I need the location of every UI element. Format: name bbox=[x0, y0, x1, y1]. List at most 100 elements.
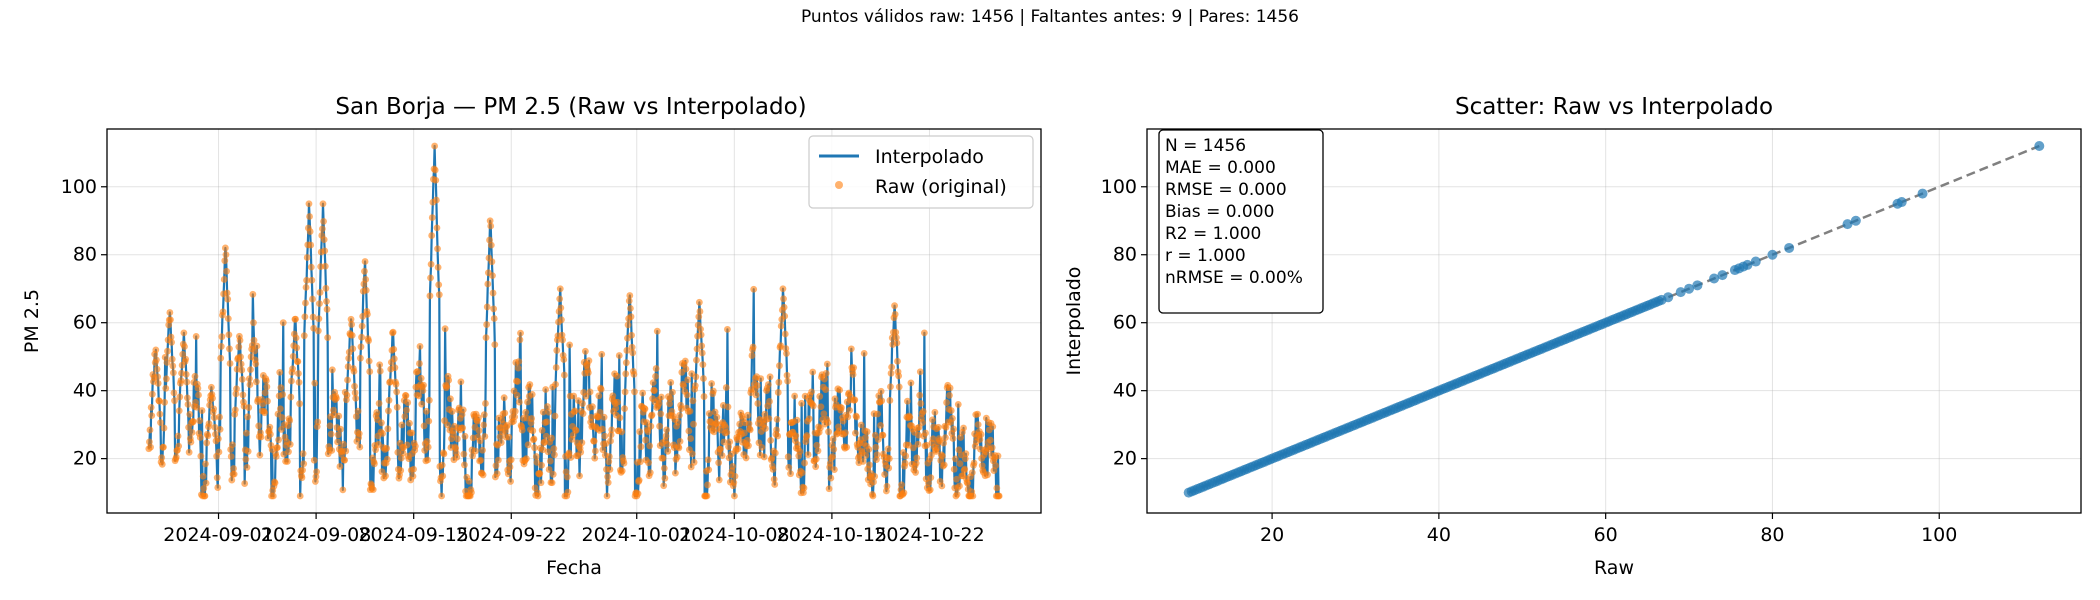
raw-point bbox=[717, 445, 724, 453]
raw-point bbox=[276, 368, 284, 376]
raw-point bbox=[262, 377, 270, 385]
raw-point bbox=[250, 336, 258, 344]
raw-point bbox=[645, 459, 652, 467]
raw-point bbox=[949, 435, 957, 442]
raw-point bbox=[414, 368, 422, 375]
raw-point bbox=[302, 284, 310, 291]
raw-point bbox=[953, 490, 961, 498]
raw-point bbox=[927, 451, 935, 459]
raw-point bbox=[337, 425, 344, 433]
raw-point bbox=[883, 482, 891, 490]
raw-point bbox=[758, 443, 766, 451]
raw-point bbox=[909, 444, 917, 452]
raw-point bbox=[193, 403, 201, 411]
raw-point bbox=[269, 492, 277, 500]
raw-point bbox=[916, 391, 924, 399]
raw-point bbox=[511, 407, 519, 415]
raw-point bbox=[162, 384, 170, 392]
raw-point bbox=[925, 479, 932, 487]
legend-label-interpolado: Interpolado bbox=[875, 146, 984, 168]
raw-point bbox=[383, 455, 391, 463]
raw-point bbox=[409, 472, 417, 480]
raw-point bbox=[744, 411, 752, 419]
raw-point bbox=[877, 422, 884, 429]
raw-point bbox=[432, 176, 440, 184]
raw-point bbox=[484, 280, 492, 288]
raw-point bbox=[612, 404, 620, 412]
raw-point bbox=[895, 372, 903, 380]
raw-point bbox=[213, 474, 221, 482]
raw-point bbox=[378, 419, 385, 427]
raw-point bbox=[604, 479, 612, 487]
scatter-y-ticks: 20 40 60 80 100 bbox=[1101, 176, 1147, 470]
raw-point bbox=[449, 431, 457, 438]
raw-point bbox=[648, 411, 656, 419]
raw-point bbox=[695, 298, 703, 306]
raw-point bbox=[853, 413, 860, 421]
raw-point bbox=[571, 407, 579, 415]
scatter-grid bbox=[1147, 129, 2081, 513]
raw-point bbox=[641, 405, 649, 413]
raw-point bbox=[912, 459, 920, 467]
raw-point bbox=[189, 418, 197, 426]
raw-point bbox=[660, 482, 668, 490]
raw-point bbox=[777, 342, 784, 349]
raw-point bbox=[479, 446, 486, 454]
raw-point bbox=[615, 352, 623, 359]
raw-point bbox=[146, 426, 154, 434]
raw-point bbox=[230, 470, 238, 478]
raw-point bbox=[551, 451, 558, 459]
raw-point bbox=[891, 302, 898, 310]
stats-box-frame bbox=[1158, 129, 1324, 314]
raw-point bbox=[585, 357, 593, 365]
raw-point bbox=[874, 410, 882, 418]
raw-point bbox=[597, 385, 605, 393]
raw-point bbox=[564, 488, 572, 496]
scatter-xlabel: Raw bbox=[1594, 557, 1634, 579]
raw-point bbox=[861, 434, 869, 442]
scatter-title: Scatter: Raw vs Interpolado bbox=[1455, 94, 1773, 120]
raw-point bbox=[724, 403, 732, 411]
raw-point bbox=[956, 460, 964, 468]
raw-point bbox=[242, 455, 250, 463]
legend-dot-swatch bbox=[835, 181, 843, 189]
raw-point bbox=[667, 379, 675, 386]
raw-point bbox=[245, 404, 253, 411]
raw-point bbox=[887, 369, 895, 377]
raw-point bbox=[399, 449, 407, 457]
raw-point bbox=[700, 375, 707, 382]
raw-point bbox=[748, 352, 756, 359]
raw-point bbox=[950, 425, 957, 433]
raw-point bbox=[186, 410, 194, 418]
raw-point bbox=[824, 419, 832, 426]
raw-point bbox=[192, 333, 200, 340]
raw-point bbox=[379, 430, 386, 437]
raw-point bbox=[752, 391, 760, 399]
raw-point bbox=[487, 241, 495, 249]
raw-point bbox=[531, 444, 538, 452]
raw-point bbox=[355, 430, 363, 438]
raw-point bbox=[257, 433, 265, 441]
raw-point bbox=[200, 485, 208, 492]
stat-r2: R2 = 1.000 bbox=[1165, 224, 1261, 244]
raw-point bbox=[438, 461, 446, 469]
raw-point bbox=[279, 391, 287, 398]
raw-point bbox=[987, 436, 994, 444]
raw-point bbox=[427, 274, 434, 282]
raw-point bbox=[513, 391, 521, 399]
raw-point bbox=[743, 436, 751, 444]
raw-point bbox=[700, 393, 708, 400]
raw-point bbox=[886, 397, 894, 404]
raw-point bbox=[339, 486, 347, 494]
raw-point bbox=[544, 403, 551, 410]
raw-point bbox=[715, 476, 723, 484]
raw-point bbox=[895, 383, 903, 391]
raw-point bbox=[302, 299, 309, 307]
raw-point bbox=[342, 447, 350, 455]
raw-point bbox=[161, 398, 169, 406]
scatter-point bbox=[1842, 219, 1853, 230]
raw-point bbox=[760, 453, 768, 461]
raw-point bbox=[831, 395, 839, 403]
raw-point bbox=[804, 451, 812, 458]
raw-point bbox=[417, 374, 425, 382]
